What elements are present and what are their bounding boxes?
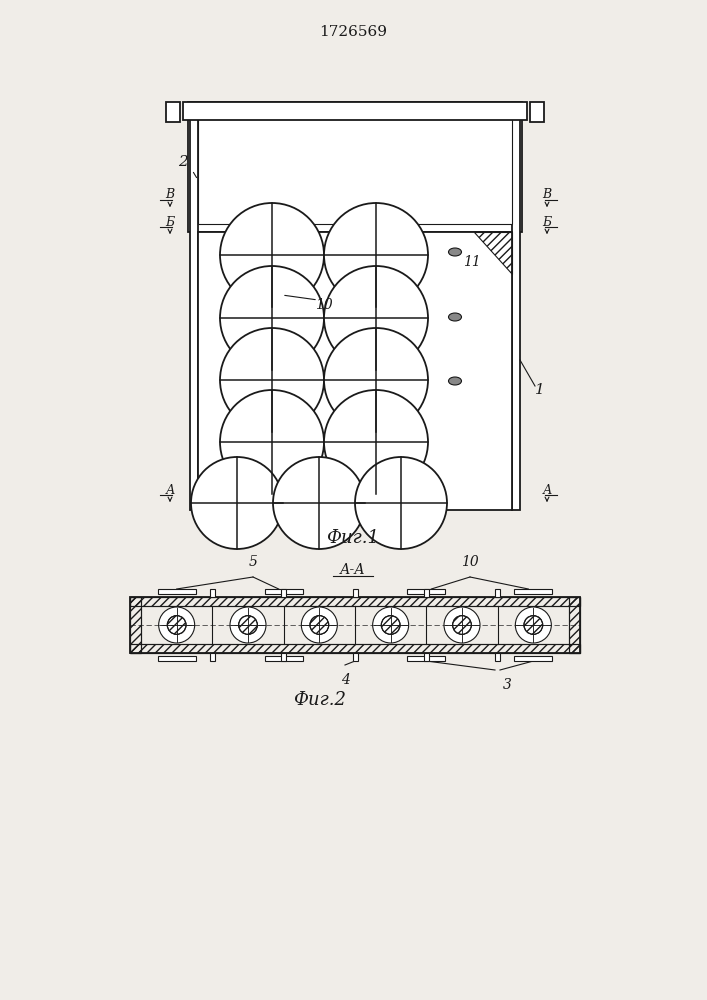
Bar	[281, 653, 286, 661]
Text: А-А: А-А	[340, 563, 366, 577]
Circle shape	[324, 390, 428, 494]
Text: 2: 2	[178, 155, 188, 169]
Bar	[158, 656, 196, 661]
Bar	[188, 102, 522, 232]
Bar	[130, 597, 141, 653]
Bar	[407, 589, 445, 594]
Bar	[407, 656, 445, 661]
Bar	[569, 597, 580, 653]
Circle shape	[220, 266, 324, 370]
Bar	[512, 102, 520, 510]
Circle shape	[355, 457, 447, 549]
Circle shape	[301, 607, 337, 643]
Bar	[514, 656, 552, 661]
Bar	[183, 102, 527, 120]
Bar	[130, 597, 580, 606]
Bar	[530, 102, 544, 122]
Bar	[495, 653, 500, 661]
Bar	[130, 644, 580, 653]
Circle shape	[220, 328, 324, 432]
Circle shape	[191, 457, 283, 549]
Text: 3: 3	[503, 678, 512, 692]
Bar	[130, 597, 141, 653]
Circle shape	[324, 328, 428, 432]
Circle shape	[220, 203, 324, 307]
Bar	[264, 656, 303, 661]
Bar	[158, 589, 196, 594]
Bar	[423, 653, 429, 661]
Text: 5: 5	[249, 555, 257, 569]
Text: Фиг.1: Фиг.1	[327, 529, 380, 547]
Circle shape	[324, 266, 428, 370]
Bar	[495, 589, 500, 597]
Bar	[423, 589, 429, 597]
Bar	[353, 653, 358, 661]
Text: 10: 10	[315, 298, 333, 312]
Text: В: В	[165, 188, 175, 202]
Ellipse shape	[448, 313, 462, 321]
Bar	[198, 106, 512, 224]
Bar	[210, 589, 215, 597]
Circle shape	[515, 607, 551, 643]
Text: 1: 1	[535, 383, 545, 397]
Text: 11: 11	[463, 255, 481, 269]
Bar	[514, 589, 552, 594]
Text: В: В	[542, 188, 551, 202]
Bar	[281, 589, 286, 597]
Bar	[198, 232, 512, 510]
Circle shape	[273, 457, 365, 549]
Bar	[130, 597, 580, 606]
Text: Б: Б	[165, 216, 175, 229]
Text: Б: Б	[542, 216, 551, 229]
Circle shape	[220, 390, 324, 494]
Ellipse shape	[448, 248, 462, 256]
Circle shape	[444, 607, 480, 643]
Bar	[353, 589, 358, 597]
Bar	[130, 597, 580, 653]
Circle shape	[230, 607, 266, 643]
Text: А: А	[165, 484, 175, 496]
Bar	[264, 589, 303, 594]
Circle shape	[373, 607, 409, 643]
Ellipse shape	[448, 377, 462, 385]
Circle shape	[324, 203, 428, 307]
Text: 10: 10	[461, 555, 479, 569]
Bar	[210, 653, 215, 661]
Text: 1726569: 1726569	[319, 25, 387, 39]
Bar	[130, 644, 580, 653]
Bar	[190, 102, 198, 510]
Text: Фиг.2: Фиг.2	[293, 691, 346, 709]
Circle shape	[158, 607, 194, 643]
Bar	[166, 102, 180, 122]
Bar	[569, 597, 580, 653]
Text: А: А	[542, 484, 551, 496]
Text: 4: 4	[341, 673, 349, 687]
